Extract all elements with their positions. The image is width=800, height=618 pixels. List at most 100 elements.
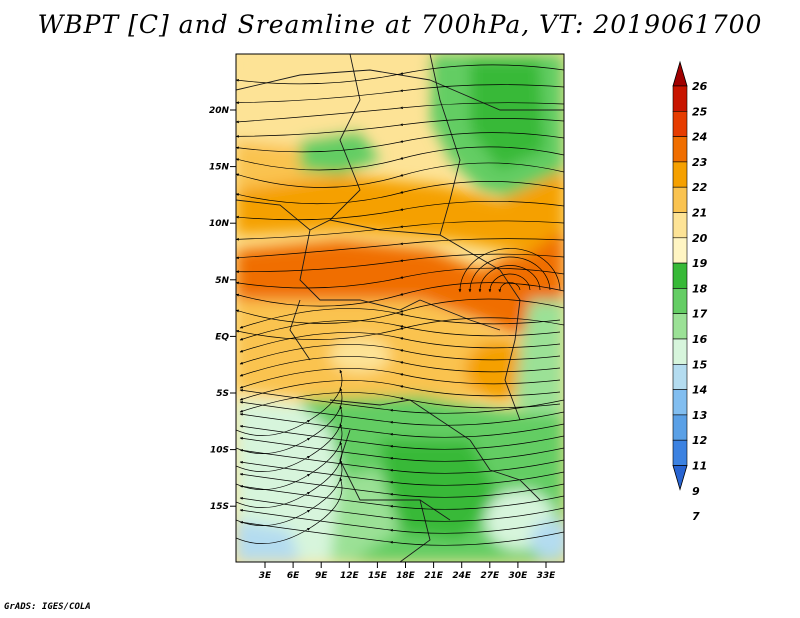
wbpt-shaded-field <box>236 54 564 562</box>
streamline <box>236 146 564 171</box>
lat-label: EQ <box>215 332 229 342</box>
colorbar-label: 23 <box>692 156 708 169</box>
lat-label: 15N <box>209 163 230 173</box>
colorbar-swatch <box>672 262 688 289</box>
country-border <box>499 269 521 421</box>
streamline <box>239 308 561 329</box>
colorbar-swatch <box>672 414 688 441</box>
field-region <box>330 337 390 373</box>
country-border <box>419 299 501 331</box>
colorbar-label: 12 <box>692 434 708 447</box>
colorbar-swatch <box>672 389 688 416</box>
colorbar-swatch <box>672 161 688 188</box>
streamline <box>478 265 541 293</box>
streamline <box>236 162 564 188</box>
streamline <box>236 102 564 124</box>
country-border <box>429 54 461 236</box>
grads-credit: GrADS: IGES/COLA <box>4 602 91 612</box>
streamline <box>239 521 564 546</box>
colorbar-bottom-arrow <box>672 465 688 491</box>
colorbar-swatch <box>672 237 688 264</box>
streamline <box>236 64 564 85</box>
streamline <box>239 380 561 401</box>
streamlines <box>236 64 564 546</box>
lat-label: 10S <box>210 446 229 456</box>
lat-label: 10N <box>209 219 230 229</box>
colorbar-swatch <box>672 111 688 137</box>
colorbar-swatch <box>672 186 688 213</box>
streamline <box>236 181 564 205</box>
lat-label: 15S <box>210 502 229 512</box>
streamline <box>236 477 343 544</box>
streamline <box>236 220 564 241</box>
streamline <box>239 344 561 365</box>
streamline <box>488 273 531 293</box>
colorbar-label: 25 <box>692 105 708 118</box>
lat-label: 5N <box>215 276 229 286</box>
streamline <box>239 332 561 353</box>
streamline <box>236 201 564 221</box>
colorbar-swatch <box>672 338 688 365</box>
country-border <box>429 79 564 111</box>
colorbar-label: 24 <box>692 131 707 144</box>
lon-label: 27E <box>480 571 500 581</box>
colorbar-swatch <box>672 288 688 314</box>
streamline <box>236 253 564 274</box>
colorbar-swatch <box>672 313 688 340</box>
streamline <box>239 356 561 377</box>
lon-label: 12E <box>340 571 360 581</box>
colorbar-label: 16 <box>692 333 708 346</box>
colorbar-label: 11 <box>692 460 707 473</box>
field-region <box>515 300 564 430</box>
field-region <box>530 520 564 560</box>
colorbar-label: 20 <box>692 232 708 245</box>
colorbar-label: 15 <box>692 358 708 371</box>
colorbar-label: 26 <box>692 80 708 93</box>
colorbar-swatch <box>672 363 688 390</box>
lon-label: 30E <box>509 571 529 581</box>
colorbar-label: 18 <box>692 282 708 295</box>
streamline <box>236 267 564 289</box>
country-border <box>399 499 431 562</box>
lon-label: 18E <box>396 571 416 581</box>
lon-label: 24E <box>452 571 472 581</box>
lon-label: 33E <box>537 571 557 581</box>
colorbar-label: 17 <box>692 308 708 321</box>
colorbar-label: 21 <box>692 207 707 220</box>
colorbar-top-arrow <box>672 60 688 87</box>
streamline <box>239 368 561 389</box>
streamline <box>236 132 564 153</box>
colorbar-label: 22 <box>692 181 708 194</box>
latitude-axis: 20N 15N 10N 5N EQ 5S 10S 15S <box>209 106 236 512</box>
colorbar-swatch <box>672 136 688 163</box>
lon-label: 15E <box>368 571 388 581</box>
streamline <box>239 320 561 341</box>
map-frame <box>235 53 565 563</box>
colorbar-label: 7 <box>692 510 700 523</box>
field-region <box>470 60 545 170</box>
colorbar-label: 9 <box>692 485 700 498</box>
colorbar-swatch <box>672 212 688 239</box>
lon-label: 9E <box>315 571 328 581</box>
streamline <box>498 282 521 293</box>
lon-label: 6E <box>287 571 300 581</box>
colorbar-label: 13 <box>692 409 708 422</box>
colorbar-swatch <box>672 439 688 466</box>
colorbar-label: 14 <box>692 384 707 397</box>
lat-label: 5S <box>216 389 229 399</box>
map-title: WBPT [C] and Sreamline at 700hPa, VT: 20… <box>37 10 763 39</box>
lon-label: 3E <box>259 571 272 581</box>
lat-label: 20N <box>209 106 230 116</box>
streamline <box>236 118 564 138</box>
country-border <box>236 199 501 271</box>
streamline <box>236 282 564 307</box>
color-legend: 26 25 24 23 22 21 20 19 18 17 16 15 14 13 12 11 9 7 <box>672 60 708 523</box>
country-border <box>329 54 361 221</box>
streamline <box>458 248 561 293</box>
lon-label: 21E <box>424 571 444 581</box>
streamline <box>236 238 564 260</box>
longitude-axis: 3E 6E 9E 12E 15E 18E 21E 24E 27E 30E 33E <box>259 562 556 581</box>
colorbar-swatch <box>672 85 688 112</box>
streamline <box>236 84 564 105</box>
